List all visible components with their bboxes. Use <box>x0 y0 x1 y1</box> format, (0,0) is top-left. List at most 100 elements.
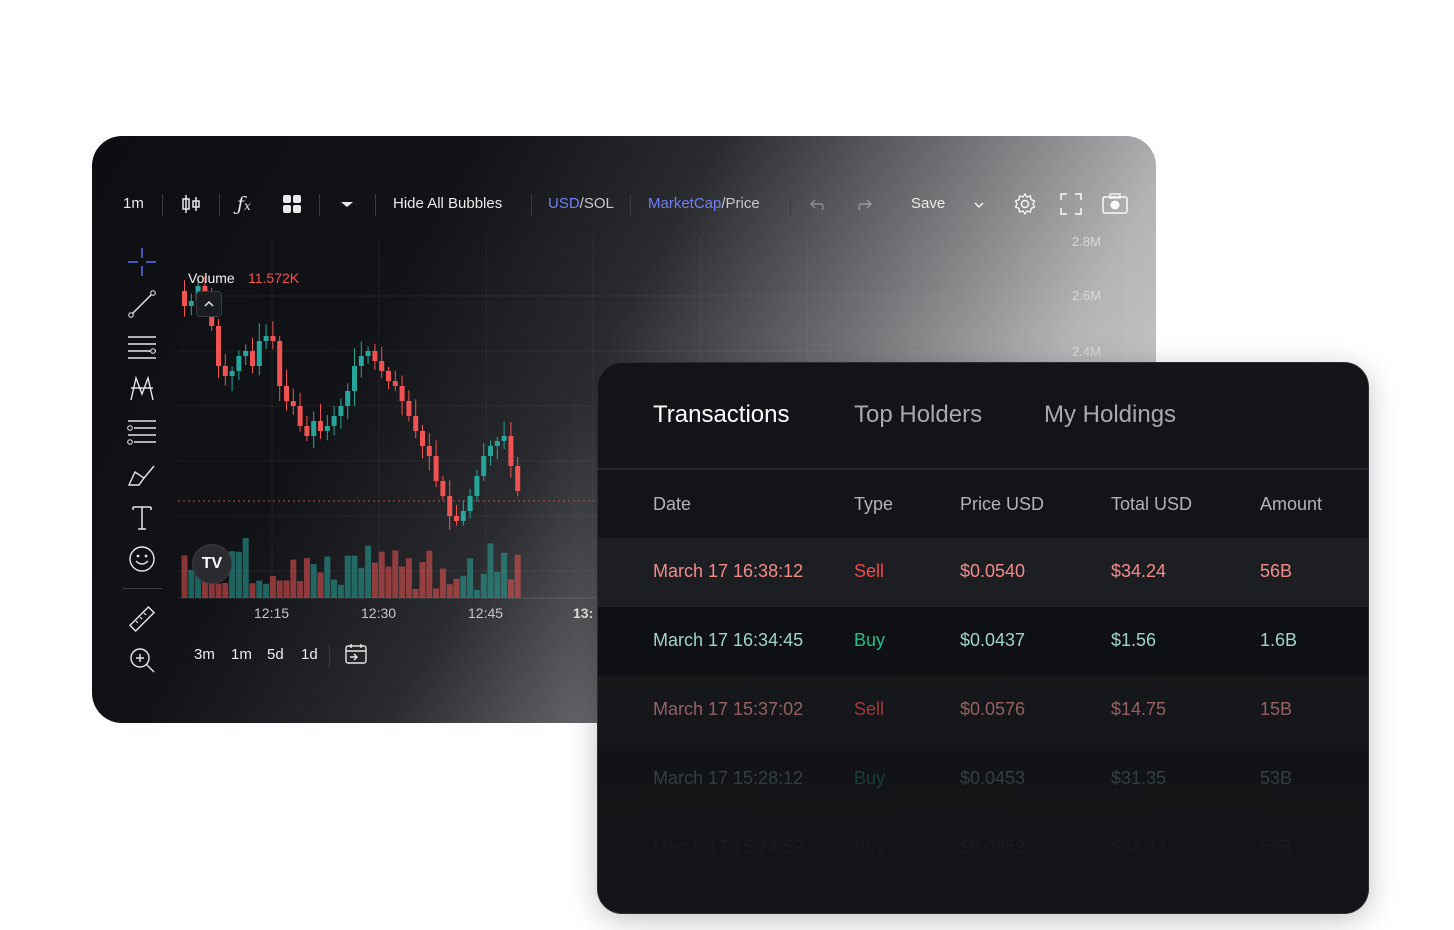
save-menu-chevron-icon[interactable] <box>972 188 986 220</box>
tools-divider <box>122 588 162 589</box>
range-5d[interactable]: 5d <box>267 646 284 663</box>
volume-bar <box>344 555 351 598</box>
gear-icon[interactable] <box>1013 188 1037 220</box>
metric-toggle[interactable]: MarketCap/Price <box>648 188 760 220</box>
toolbar-divider <box>531 194 532 216</box>
candle-body <box>297 406 303 426</box>
column-amount[interactable]: Amount <box>1260 494 1323 514</box>
logo-text: TV <box>201 555 223 572</box>
crosshair-icon[interactable] <box>122 246 162 278</box>
grid-icon[interactable] <box>282 188 302 220</box>
toolbar-divider <box>630 194 631 216</box>
candle-body <box>392 381 398 386</box>
toolbar-divider <box>790 194 791 216</box>
volume-bar <box>487 543 494 598</box>
column-price-usd[interactable]: Price USD <box>960 494 1045 514</box>
volume-bar <box>263 583 270 598</box>
volume-bar <box>303 558 310 598</box>
volume-bar <box>181 555 188 598</box>
candle-body <box>236 356 242 371</box>
volume-bar <box>215 583 222 598</box>
row-type: Sell <box>854 561 885 581</box>
candlestick-icon[interactable] <box>181 188 201 220</box>
candle-body <box>494 441 500 446</box>
hide-bubbles-button[interactable]: Hide All Bubbles <box>393 195 503 212</box>
volume-bar <box>399 566 406 598</box>
volume-bar <box>310 564 317 598</box>
emoji-icon[interactable] <box>122 543 162 575</box>
tab-top-holders[interactable]: Top Holders <box>854 401 983 428</box>
undo-icon[interactable] <box>810 188 828 220</box>
row-amount: 15B <box>1260 699 1293 719</box>
range-1m[interactable]: 1m <box>231 646 252 663</box>
caret-down-icon[interactable] <box>340 188 354 220</box>
volume-label: Volume <box>188 270 235 286</box>
candle-body <box>515 466 521 491</box>
table-row[interactable]: March 17 15:28:12 Buy $0.0453 $31.35 53B <box>598 745 1368 814</box>
candle-body <box>277 341 283 386</box>
pattern-icon[interactable] <box>122 373 162 405</box>
text-icon[interactable] <box>122 501 162 533</box>
brush-icon[interactable] <box>122 459 162 491</box>
ruler-icon[interactable] <box>122 603 162 635</box>
y-axis-label: 2.6M <box>1072 288 1101 303</box>
range-1d[interactable]: 1d <box>301 646 318 663</box>
row-total: $34.24 <box>1111 837 1167 857</box>
column-total-usd[interactable]: Total USD <box>1111 494 1193 514</box>
candle-body <box>345 391 351 406</box>
table-row[interactable]: March 17 15:24:52 Buy $0.0352 $34.24 56B <box>598 814 1368 883</box>
calendar-goto-icon[interactable] <box>344 643 368 669</box>
row-type: Buy <box>854 630 886 650</box>
volume-bar <box>317 572 324 598</box>
save-button[interactable]: Save <box>911 195 946 212</box>
volume-bar <box>229 551 236 598</box>
toolbar-divider <box>997 194 998 216</box>
column-type[interactable]: Type <box>854 494 894 514</box>
candle-body <box>352 366 357 391</box>
volume-bar <box>358 567 365 598</box>
table-row[interactable]: March 17 15:37:02 Sell $0.0576 $14.75 15… <box>598 676 1368 745</box>
trendline-icon[interactable] <box>122 288 162 320</box>
row-date: March 17 15:24:52 <box>653 837 804 857</box>
volume-bar <box>439 568 446 598</box>
candle-body <box>256 341 262 366</box>
row-price: $0.0540 <box>960 561 1026 581</box>
candle-body <box>365 351 371 356</box>
panel-tabs: Transactions Top Holders My Holdings <box>598 363 1368 470</box>
table-row[interactable]: March 17 16:34:45 Buy $0.0437 $1.56 1.6B <box>598 607 1368 676</box>
candle-body <box>420 431 425 446</box>
volume-bar <box>507 579 514 598</box>
fullscreen-icon[interactable] <box>1060 188 1082 220</box>
tab-my-holdings[interactable]: My Holdings <box>1044 401 1177 428</box>
candle-body <box>460 511 466 521</box>
table-row[interactable]: March 17 16:38:12 Sell $0.0540 $34.24 56… <box>598 538 1368 607</box>
table-header: Date Type Price USD Total USD Amount <box>598 471 1368 537</box>
candle-body <box>304 426 310 436</box>
volume-bar <box>514 554 521 598</box>
row-type: Buy <box>854 837 886 857</box>
candle-body <box>222 366 228 376</box>
candle-body <box>474 476 480 496</box>
redo-icon[interactable] <box>854 188 872 220</box>
candle-body <box>229 371 235 376</box>
zoom-in-icon[interactable] <box>122 644 162 676</box>
candle-body <box>216 326 221 366</box>
horizontal-lines-icon[interactable] <box>122 331 162 363</box>
row-total: $31.35 <box>1111 768 1167 788</box>
metric-marketcap: MarketCap <box>648 195 722 212</box>
currency-toggle[interactable]: USD/SOL <box>548 188 614 220</box>
chevron-up-icon[interactable] <box>196 291 222 317</box>
range-3m[interactable]: 3m <box>194 646 215 663</box>
column-date[interactable]: Date <box>653 494 692 514</box>
fib-icon[interactable] <box>122 416 162 448</box>
interval-button[interactable]: 1m <box>123 195 144 212</box>
fx-icon[interactable]: ƒx <box>237 193 251 215</box>
candle-body <box>358 356 364 366</box>
volume-bar <box>290 559 297 598</box>
candle-body <box>331 416 337 426</box>
volume-bar <box>195 566 202 598</box>
tab-transactions[interactable]: Transactions <box>653 401 790 428</box>
row-price: $0.0576 <box>960 699 1026 719</box>
camera-icon[interactable] <box>1102 188 1128 220</box>
row-date: March 17 16:34:45 <box>653 630 804 650</box>
